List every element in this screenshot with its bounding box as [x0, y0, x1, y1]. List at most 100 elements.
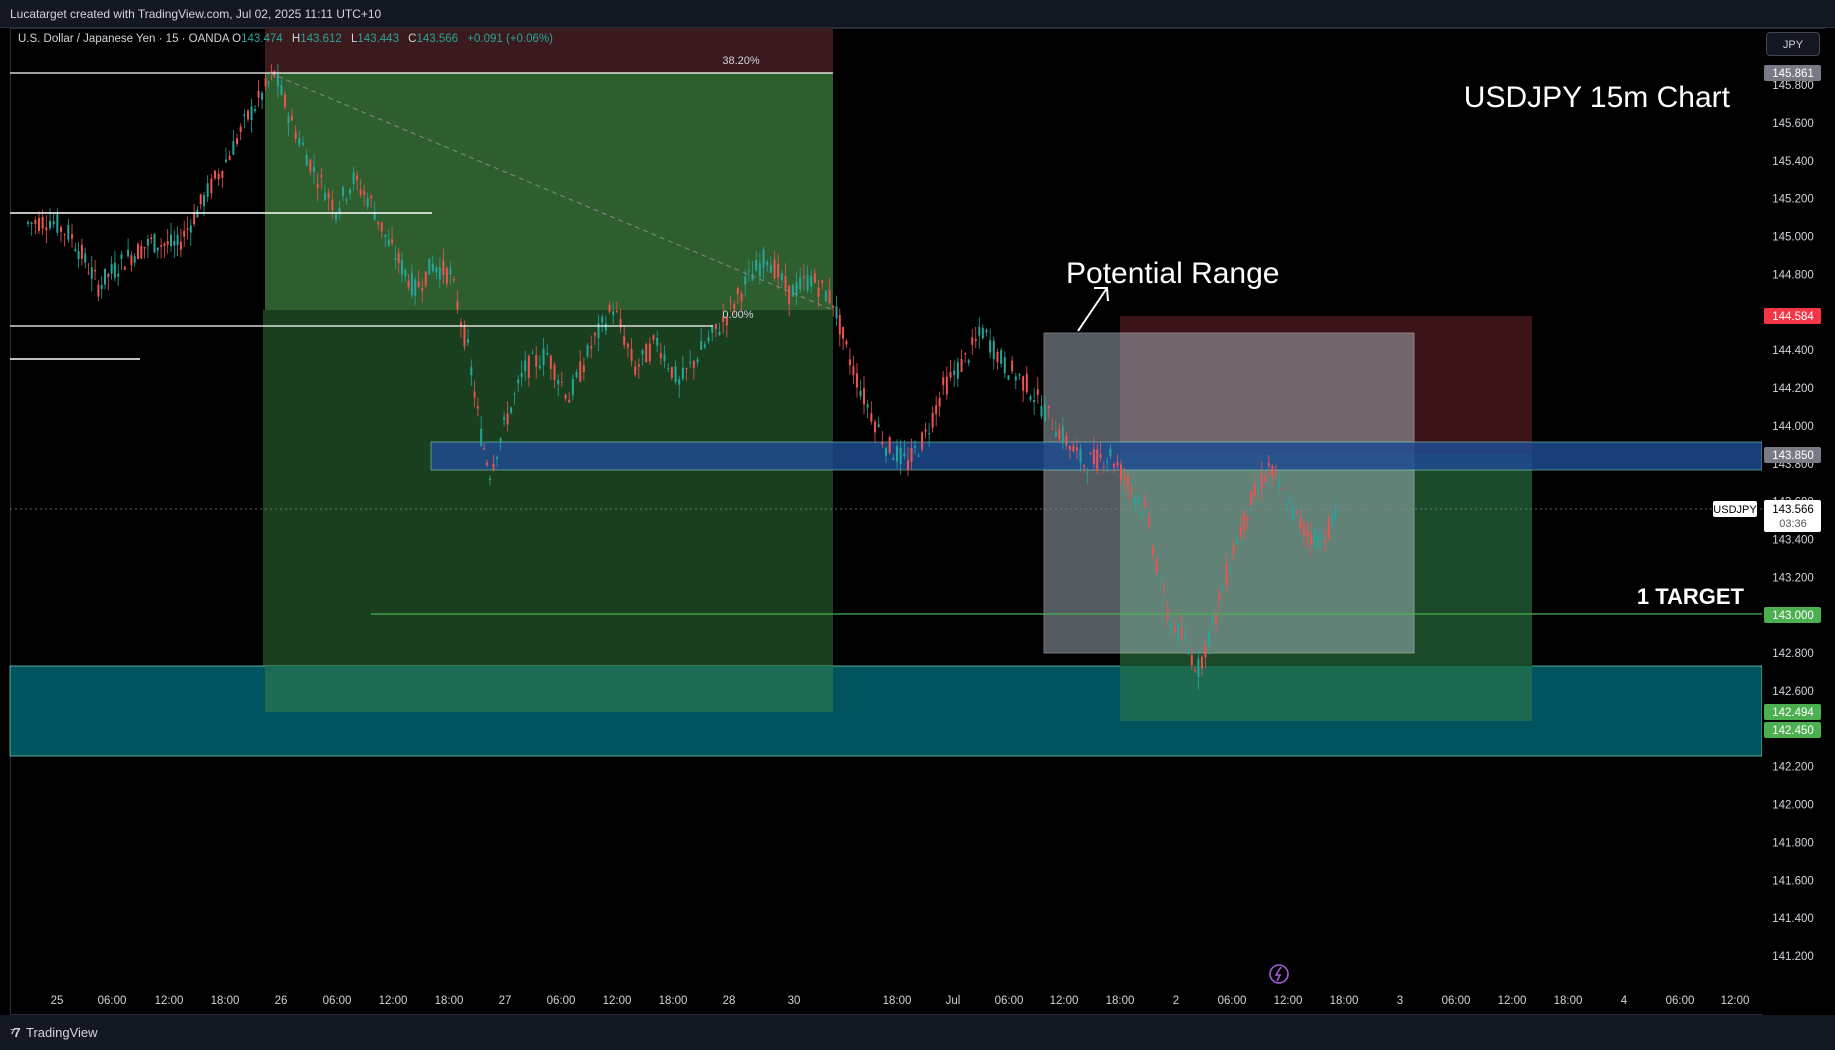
chart-title: USDJPY 15m Chart	[1464, 81, 1731, 114]
candle-body	[424, 271, 427, 287]
candle-body	[228, 155, 231, 160]
candle-body	[1014, 376, 1017, 381]
candle-body	[967, 360, 970, 363]
candle-body	[568, 399, 571, 403]
candle-body	[899, 447, 902, 465]
candle-body	[852, 366, 855, 376]
profit-teal-overlap	[1120, 666, 1532, 721]
candle-body	[74, 249, 77, 252]
candle-body	[1089, 453, 1092, 455]
candle-body	[1127, 475, 1129, 486]
candle-body	[1285, 509, 1288, 511]
time-tick-label: 18:00	[435, 995, 464, 1007]
candle-body	[810, 276, 813, 287]
candle-body	[387, 239, 390, 246]
candle-body	[331, 199, 334, 210]
candle-body	[356, 175, 359, 181]
candle-body	[608, 305, 611, 312]
candle-body	[345, 199, 348, 201]
price-tick-label: 142.600	[1772, 686, 1814, 698]
overlap-green-zone	[265, 666, 833, 712]
candle-body	[97, 284, 100, 297]
open-value: 143.474	[241, 33, 283, 45]
candle-body	[935, 405, 938, 414]
candle-body	[553, 364, 556, 380]
candle-body	[703, 344, 706, 348]
candle-body	[153, 234, 156, 253]
candle-body	[747, 270, 750, 272]
candle-body	[535, 355, 538, 367]
symbol-legend: U.S. Dollar / Japanese Yen · 15 · OANDA …	[18, 33, 559, 45]
candle-body	[467, 339, 469, 343]
price-tick-label: 145.000	[1772, 232, 1814, 244]
candle-body	[1112, 463, 1115, 468]
candle-body	[417, 281, 420, 288]
candle-body	[71, 234, 73, 239]
candle-body	[582, 365, 585, 373]
candle-body	[960, 358, 963, 372]
candle-body	[1155, 561, 1158, 572]
target-label: 1 TARGET	[1637, 584, 1745, 609]
candle-body	[486, 462, 489, 466]
candle-body	[1159, 582, 1162, 585]
candle-body	[206, 183, 209, 197]
candle-body	[107, 273, 110, 278]
candle-body	[806, 275, 809, 291]
candle-body	[1130, 488, 1133, 491]
candle-body	[391, 239, 394, 244]
candle-body	[431, 263, 434, 272]
time-tick-label: 4	[1621, 995, 1628, 1007]
time-tick-label: 12:00	[1274, 995, 1303, 1007]
dark-green-zone	[263, 310, 833, 712]
candle-body	[777, 263, 780, 278]
candle-body	[60, 227, 62, 232]
candle-body	[459, 322, 462, 326]
candle-body	[718, 332, 721, 335]
candle-body	[1011, 360, 1014, 372]
time-tick-label: 26	[275, 995, 288, 1007]
price-tick-label: 145.600	[1772, 118, 1814, 130]
candle-body	[1162, 586, 1165, 588]
candle-body	[593, 333, 596, 336]
candle-body	[1123, 478, 1126, 480]
candle-body	[992, 340, 995, 360]
last-price-symbol: USDJPY	[1713, 504, 1757, 516]
candle-body	[1243, 510, 1246, 531]
candle-body	[795, 282, 798, 296]
footer-brand: ⁷7 TradingView	[0, 1015, 1835, 1050]
candle-body	[1092, 449, 1095, 465]
candle-body	[813, 273, 816, 283]
candle-body	[564, 394, 567, 399]
candle-body	[324, 193, 326, 201]
candle-body	[758, 263, 761, 277]
candle-body	[1116, 461, 1119, 466]
time-tick-label: 06:00	[323, 995, 352, 1007]
candle-body	[1134, 497, 1137, 504]
candle-body	[338, 208, 341, 213]
candle-body	[938, 397, 941, 407]
candle-body	[725, 317, 728, 326]
candle-body	[1036, 389, 1039, 395]
candle-body	[239, 126, 242, 133]
change-value: +0.091 (+0.06%)	[467, 33, 553, 45]
candle-body	[359, 189, 362, 195]
candle-body	[1096, 449, 1099, 471]
time-tick-label: 3	[1397, 995, 1403, 1007]
candle-body	[1170, 622, 1173, 630]
candle-body	[832, 305, 835, 308]
price-label-tag	[1764, 722, 1821, 738]
price-label-text: 144.584	[1772, 311, 1814, 323]
candle-body	[931, 412, 934, 428]
currency-button[interactable]: JPY	[1766, 32, 1820, 56]
candle-body	[1218, 594, 1221, 600]
candle-body	[1317, 536, 1320, 549]
candle-body	[280, 85, 283, 95]
low-label: L	[350, 33, 358, 45]
candle-body	[1029, 396, 1032, 400]
candle-body	[755, 259, 758, 271]
candle-body	[773, 259, 776, 279]
price-tick-label: 142.800	[1772, 648, 1814, 660]
candle-body	[681, 367, 684, 380]
candle-body	[714, 323, 717, 329]
